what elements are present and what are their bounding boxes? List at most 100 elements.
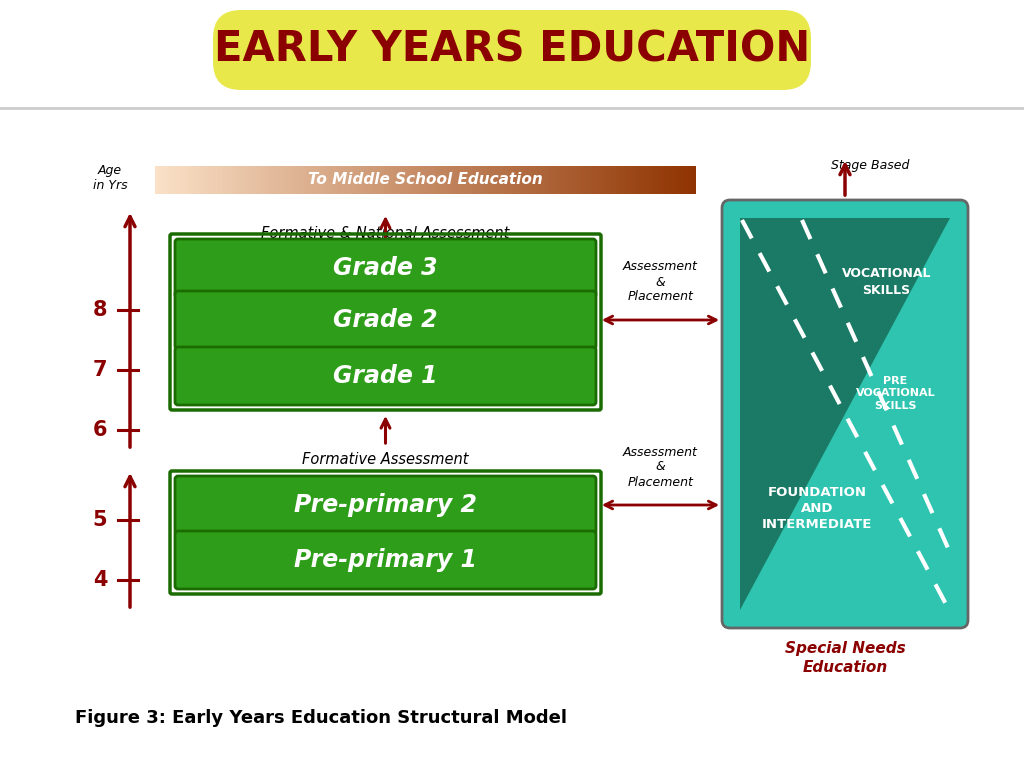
Bar xyxy=(228,166,231,194)
Bar xyxy=(398,166,400,194)
Bar xyxy=(330,166,332,194)
Bar xyxy=(285,166,287,194)
Bar xyxy=(407,166,410,194)
Bar xyxy=(159,166,161,194)
Bar xyxy=(441,166,443,194)
Bar xyxy=(643,166,645,194)
Bar xyxy=(249,166,251,194)
Bar xyxy=(499,166,501,194)
Bar xyxy=(216,166,218,194)
Bar xyxy=(245,166,248,194)
Bar xyxy=(531,166,534,194)
Bar xyxy=(409,166,411,194)
Bar xyxy=(360,166,362,194)
Bar xyxy=(354,166,357,194)
Bar xyxy=(612,166,614,194)
Bar xyxy=(261,166,263,194)
Bar xyxy=(508,166,510,194)
Bar xyxy=(202,166,204,194)
Bar xyxy=(560,166,562,194)
Bar xyxy=(593,166,595,194)
Bar xyxy=(240,166,242,194)
Bar xyxy=(548,166,550,194)
Text: Stage Based: Stage Based xyxy=(830,158,909,171)
Bar xyxy=(489,166,493,194)
Bar xyxy=(634,166,636,194)
Bar xyxy=(315,166,317,194)
Bar xyxy=(328,166,330,194)
Bar xyxy=(200,166,203,194)
Bar xyxy=(391,166,393,194)
Bar xyxy=(541,166,543,194)
Bar xyxy=(373,166,375,194)
Bar xyxy=(238,166,240,194)
Bar xyxy=(556,166,559,194)
Bar xyxy=(220,166,222,194)
Bar xyxy=(580,166,582,194)
Bar xyxy=(311,166,314,194)
Bar xyxy=(639,166,641,194)
Bar xyxy=(325,166,327,194)
Bar xyxy=(674,166,676,194)
Bar xyxy=(488,166,490,194)
Bar xyxy=(227,166,229,194)
Bar xyxy=(272,166,274,194)
Bar xyxy=(337,166,339,194)
Bar xyxy=(504,166,507,194)
Bar xyxy=(199,166,201,194)
Bar xyxy=(653,166,656,194)
Bar xyxy=(204,166,206,194)
Bar xyxy=(358,166,360,194)
Bar xyxy=(304,166,307,194)
Bar xyxy=(268,166,270,194)
Bar xyxy=(525,166,528,194)
Bar xyxy=(562,166,564,194)
Bar xyxy=(529,166,531,194)
Bar xyxy=(465,166,467,194)
Bar xyxy=(622,166,624,194)
Bar xyxy=(209,166,211,194)
Bar xyxy=(161,166,163,194)
Bar xyxy=(596,166,598,194)
Bar xyxy=(605,166,607,194)
Bar xyxy=(632,166,634,194)
Text: 4: 4 xyxy=(93,570,108,590)
Bar xyxy=(401,166,403,194)
Bar xyxy=(169,166,172,194)
Bar xyxy=(589,166,591,194)
Bar xyxy=(236,166,239,194)
Bar xyxy=(675,166,678,194)
Bar xyxy=(682,166,685,194)
Bar xyxy=(600,166,602,194)
Bar xyxy=(183,166,186,194)
Bar xyxy=(214,166,217,194)
Bar xyxy=(670,166,672,194)
Bar xyxy=(180,166,182,194)
Bar xyxy=(295,166,298,194)
Bar xyxy=(396,166,398,194)
Bar xyxy=(518,166,521,194)
Text: VOCATIONAL
SKILLS: VOCATIONAL SKILLS xyxy=(842,267,931,297)
Bar xyxy=(688,166,690,194)
Bar xyxy=(644,166,647,194)
Bar xyxy=(544,166,546,194)
Bar xyxy=(567,166,569,194)
Bar xyxy=(591,166,593,194)
Bar xyxy=(308,166,310,194)
Bar xyxy=(517,166,519,194)
Bar xyxy=(610,166,612,194)
Bar xyxy=(342,166,344,194)
Bar xyxy=(585,166,588,194)
Bar xyxy=(563,166,566,194)
Bar xyxy=(481,166,483,194)
Bar xyxy=(558,166,560,194)
Bar xyxy=(574,166,577,194)
Bar xyxy=(195,166,197,194)
Bar xyxy=(162,166,165,194)
Bar xyxy=(679,166,681,194)
Bar xyxy=(430,166,433,194)
Bar xyxy=(451,166,453,194)
Bar xyxy=(425,166,427,194)
Bar xyxy=(468,166,470,194)
Text: 5: 5 xyxy=(93,510,108,530)
